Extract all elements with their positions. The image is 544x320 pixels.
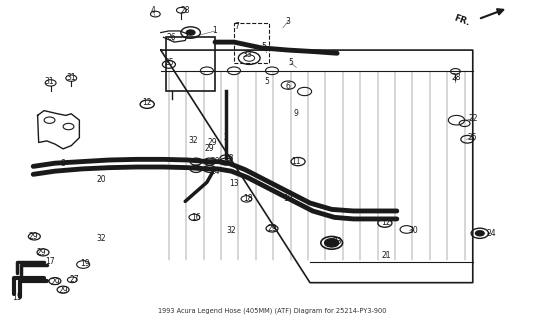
Circle shape [325,239,339,247]
Text: FR.: FR. [453,14,471,28]
Text: 13: 13 [229,180,239,188]
Text: 8: 8 [61,159,65,168]
Text: 21: 21 [381,251,391,260]
Text: 29: 29 [205,144,214,153]
Text: 25: 25 [164,58,174,67]
Circle shape [475,231,484,236]
Text: 5: 5 [262,42,267,52]
Text: 12: 12 [381,218,391,227]
Text: 26: 26 [167,33,176,42]
Text: 27: 27 [69,275,79,284]
Text: 28: 28 [452,73,461,82]
Text: 4: 4 [150,6,155,15]
Text: 23: 23 [332,237,342,246]
Text: 7: 7 [234,22,239,31]
Text: 24: 24 [487,229,497,238]
Text: 20: 20 [96,175,106,184]
Text: 11: 11 [292,157,301,166]
Text: 19: 19 [80,259,90,268]
Text: 29: 29 [267,224,277,233]
Text: 1: 1 [213,27,218,36]
Text: 13: 13 [224,154,233,163]
Text: 2: 2 [224,133,228,142]
Text: 32: 32 [189,136,198,145]
Text: 29: 29 [210,157,220,166]
Text: 29: 29 [36,248,46,257]
Text: 12: 12 [143,98,152,107]
Text: 5: 5 [288,58,293,67]
Text: 17: 17 [45,258,54,267]
Text: 31: 31 [45,77,54,86]
Text: 16: 16 [191,213,201,222]
Text: 14: 14 [210,167,220,176]
Text: 1993 Acura Legend Hose (405MM) (ATF) Diagram for 25214-PY3-900: 1993 Acura Legend Hose (405MM) (ATF) Dia… [158,308,386,314]
Text: 10: 10 [283,194,293,203]
Text: 29: 29 [207,138,217,147]
Text: 3: 3 [286,17,290,26]
Text: 30: 30 [408,226,418,235]
Text: 15: 15 [12,292,22,301]
Text: 9: 9 [294,109,299,118]
Text: 6: 6 [286,82,290,91]
Text: 33: 33 [243,50,252,59]
Text: 28: 28 [181,6,190,15]
Text: 29: 29 [58,286,68,295]
Text: 22: 22 [468,114,478,123]
Text: 29: 29 [50,278,60,287]
Text: 5: 5 [264,77,269,86]
Text: 29: 29 [28,232,38,241]
Text: 31: 31 [66,73,76,82]
Text: 25: 25 [468,133,478,142]
Text: 18: 18 [243,194,252,203]
Circle shape [186,30,195,35]
Text: 32: 32 [226,226,236,235]
Text: 32: 32 [96,234,106,243]
